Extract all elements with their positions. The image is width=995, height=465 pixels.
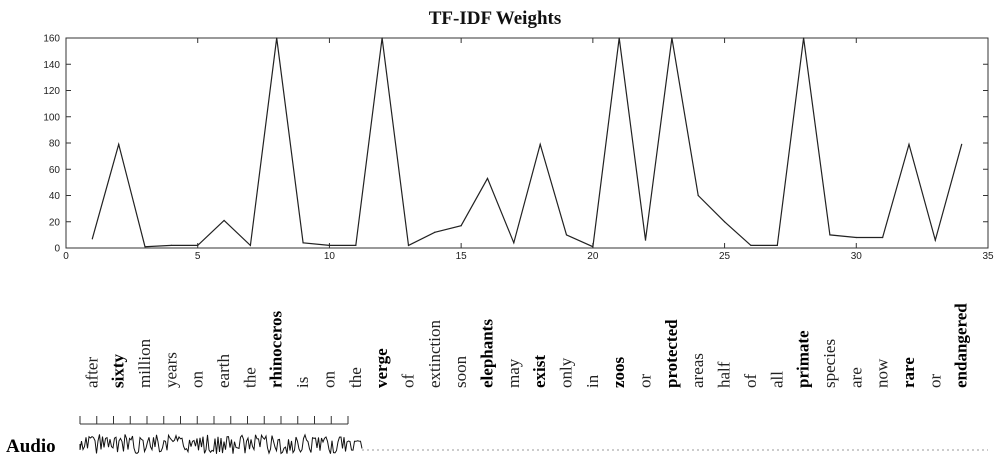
plot-area: 0 20 40 60 80 100 120 140 160 0 5 10 15 20 25 30 35 bbox=[43, 34, 994, 263]
word-label: million bbox=[135, 338, 154, 388]
data-point bbox=[486, 177, 489, 180]
word-label: years bbox=[161, 352, 180, 388]
data-point bbox=[355, 244, 357, 246]
data-point bbox=[381, 37, 383, 39]
series-line bbox=[91, 37, 963, 248]
y-tick-label: 140 bbox=[43, 60, 60, 71]
data-point bbox=[776, 244, 778, 246]
data-point bbox=[223, 219, 225, 222]
word-label: of bbox=[398, 374, 417, 389]
y-tick-label: 60 bbox=[49, 165, 61, 176]
word-label: endangered bbox=[952, 303, 971, 388]
word-label: on bbox=[319, 371, 338, 389]
data-point bbox=[328, 244, 331, 246]
word-label: exist bbox=[530, 355, 549, 388]
data-point bbox=[829, 234, 831, 236]
data-point bbox=[170, 244, 172, 246]
word-label: only bbox=[557, 357, 576, 388]
data-point bbox=[460, 225, 462, 227]
word-label: all bbox=[767, 371, 786, 388]
word-label: extinction bbox=[425, 320, 444, 388]
data-point bbox=[723, 221, 726, 223]
word-labels: after sixty million years on earth the rhinocer… bbox=[82, 303, 970, 388]
word-label: the bbox=[240, 367, 259, 388]
data-point bbox=[118, 143, 120, 145]
word-label: now bbox=[873, 358, 892, 388]
data-point bbox=[144, 246, 146, 248]
data-point bbox=[539, 143, 541, 145]
data-point bbox=[882, 236, 884, 239]
data-point bbox=[934, 239, 936, 241]
data-point bbox=[91, 238, 93, 240]
data-point bbox=[513, 242, 515, 244]
y-tick-label: 20 bbox=[49, 217, 61, 228]
y-tick-label: 80 bbox=[49, 139, 61, 150]
data-point bbox=[671, 37, 673, 39]
word-label: rare bbox=[899, 357, 918, 388]
word-label: or bbox=[636, 374, 655, 389]
data-point bbox=[908, 143, 910, 145]
word-label: after bbox=[82, 357, 101, 388]
word-label: rhinoceros bbox=[267, 310, 286, 388]
word-label: primate bbox=[794, 330, 813, 388]
data-point bbox=[618, 37, 620, 39]
y-tick-label: 0 bbox=[54, 244, 60, 255]
word-label: protected bbox=[662, 319, 681, 388]
word-label: or bbox=[925, 374, 944, 389]
word-label: zoos bbox=[609, 356, 628, 388]
y-tick-label: 120 bbox=[43, 86, 60, 97]
x-tick-label: 0 bbox=[63, 251, 69, 262]
chart-title: TF-IDF Weights bbox=[429, 8, 561, 29]
x-tick-label: 30 bbox=[851, 251, 863, 262]
word-label: soon bbox=[451, 355, 470, 388]
word-label: in bbox=[583, 374, 602, 388]
word-label: verge bbox=[372, 348, 391, 388]
plot-frame bbox=[65, 37, 989, 249]
word-label: species bbox=[820, 339, 839, 388]
x-tick-label: 15 bbox=[456, 251, 468, 262]
word-label: the bbox=[346, 367, 365, 388]
word-label: of bbox=[741, 374, 760, 389]
word-label: half bbox=[715, 361, 734, 388]
data-point bbox=[855, 236, 857, 239]
audio-waveform bbox=[79, 433, 363, 455]
x-tick-label: 5 bbox=[195, 251, 201, 262]
data-point bbox=[697, 194, 699, 197]
word-label: earth bbox=[214, 354, 233, 388]
word-label: are bbox=[846, 367, 865, 388]
data-point bbox=[750, 244, 752, 246]
y-tick-label: 40 bbox=[49, 191, 61, 202]
word-label: elephants bbox=[477, 319, 496, 388]
x-tick-label: 35 bbox=[982, 251, 994, 262]
data-point bbox=[961, 143, 963, 145]
word-label: sixty bbox=[109, 354, 128, 389]
y-tick-label: 100 bbox=[43, 112, 60, 123]
data-point bbox=[197, 244, 199, 246]
x-tick-label: 20 bbox=[587, 251, 599, 262]
data-point bbox=[644, 239, 647, 241]
data-point bbox=[407, 244, 410, 246]
data-point bbox=[276, 37, 278, 39]
x-tick-label: 25 bbox=[719, 251, 731, 262]
word-label: areas bbox=[688, 353, 707, 388]
data-point bbox=[302, 242, 304, 244]
audio-label: Audio bbox=[6, 436, 56, 457]
data-point bbox=[565, 234, 568, 236]
data-point bbox=[803, 37, 805, 39]
word-label: may bbox=[504, 358, 523, 388]
word-label: on bbox=[188, 371, 207, 389]
data-point bbox=[592, 246, 594, 248]
data-point bbox=[249, 244, 251, 246]
y-tick-label: 160 bbox=[43, 34, 60, 45]
data-point bbox=[434, 231, 436, 233]
audio-track: Audio bbox=[6, 416, 988, 457]
x-tick-label: 10 bbox=[324, 251, 336, 262]
word-label: is bbox=[293, 377, 312, 388]
